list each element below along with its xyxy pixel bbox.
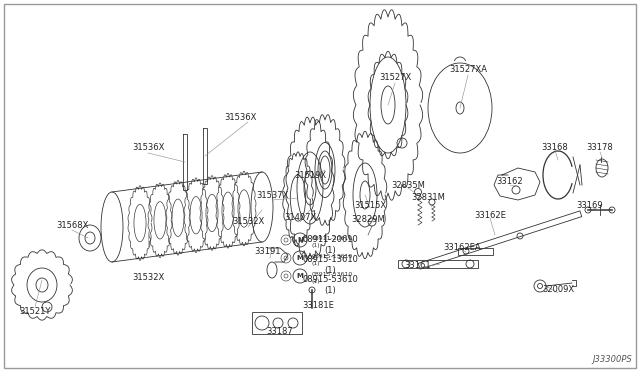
Text: 08915-13610: 08915-13610 (312, 253, 353, 259)
Text: 31527XA: 31527XA (449, 65, 487, 74)
Text: 32831M: 32831M (411, 193, 445, 202)
Text: 32835M: 32835M (391, 180, 425, 189)
Text: 33162: 33162 (497, 177, 524, 186)
Text: (1): (1) (324, 246, 336, 254)
Text: 31407X: 31407X (284, 214, 316, 222)
Text: (1): (1) (312, 262, 321, 266)
Text: 31532X: 31532X (132, 273, 164, 282)
Text: 31521Y: 31521Y (19, 308, 51, 317)
Text: (1): (1) (324, 266, 336, 275)
Text: 33191: 33191 (255, 247, 281, 257)
Text: 31515X: 31515X (354, 201, 386, 209)
Text: M: M (296, 255, 303, 261)
Text: 31536X: 31536X (132, 144, 164, 153)
Bar (398, 260, 478, 268)
Text: 31527X: 31527X (379, 74, 411, 83)
Text: N: N (297, 237, 303, 243)
Text: 31568X: 31568X (56, 221, 88, 230)
Text: 08915-13610: 08915-13610 (302, 256, 358, 264)
Text: J33300PS: J33300PS (592, 355, 632, 364)
Text: 32009X: 32009X (542, 285, 574, 295)
Text: 33161: 33161 (404, 260, 431, 269)
Text: 31537X: 31537X (256, 190, 288, 199)
Text: 08915-53610: 08915-53610 (312, 272, 353, 276)
Text: (1): (1) (312, 279, 321, 285)
Text: 08911-20610: 08911-20610 (302, 235, 358, 244)
Text: 08915-53610: 08915-53610 (302, 276, 358, 285)
Text: 33169: 33169 (577, 201, 604, 209)
Text: 31532X: 31532X (232, 218, 264, 227)
Text: 32829M: 32829M (351, 215, 385, 224)
Bar (252, 312, 302, 334)
Text: 08911-20610: 08911-20610 (312, 235, 353, 241)
Text: 31536X: 31536X (224, 113, 256, 122)
Text: 33178: 33178 (587, 144, 613, 153)
Text: 33181E: 33181E (302, 301, 334, 310)
Text: (1): (1) (324, 285, 336, 295)
Text: 33162EA: 33162EA (443, 244, 481, 253)
Text: 33187: 33187 (267, 327, 293, 337)
Text: M: M (296, 273, 303, 279)
Bar (458, 248, 493, 255)
Text: 31519X: 31519X (294, 170, 326, 180)
Text: 33168: 33168 (541, 144, 568, 153)
Text: 33162E: 33162E (474, 211, 506, 219)
Text: (1): (1) (312, 244, 321, 248)
